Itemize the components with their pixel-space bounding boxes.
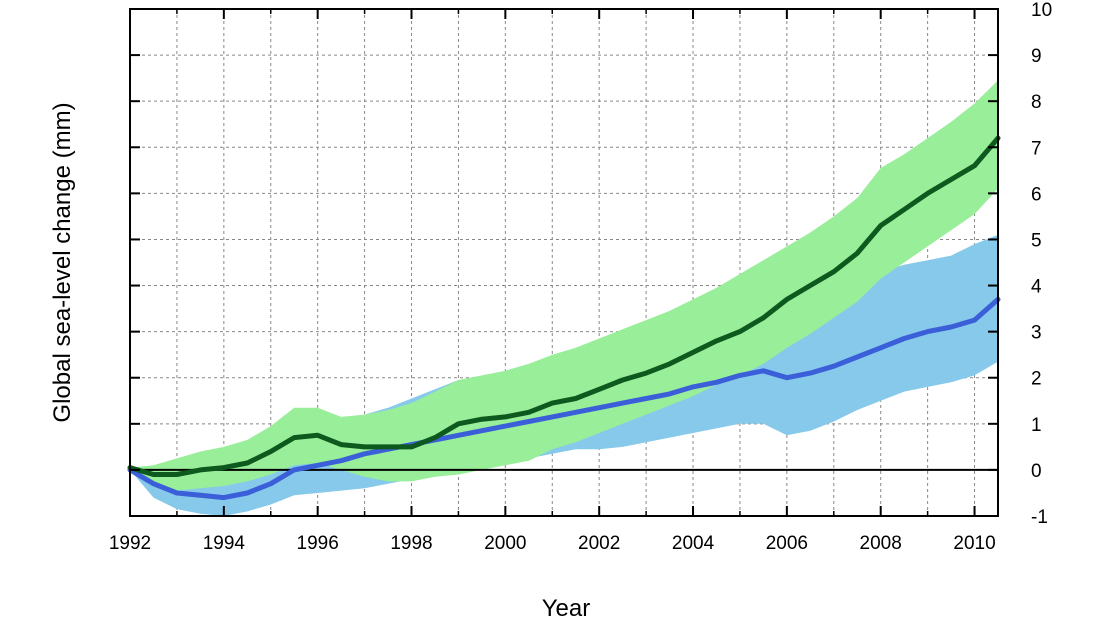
series-lines — [127, 135, 1001, 501]
uncertainty-bands — [130, 80, 998, 517]
uncertainty-band-2 — [130, 80, 998, 491]
axis-ticks — [129, 8, 998, 517]
y-tick-label: 1 — [1031, 415, 1042, 436]
x-tick-label: 2000 — [484, 533, 526, 554]
y-tick-label: 4 — [1031, 277, 1042, 298]
x-tick-label: 2008 — [860, 533, 902, 554]
y-tick-label: 3 — [1031, 323, 1042, 344]
plot-frame — [129, 8, 999, 517]
y-tick-label: 6 — [1031, 184, 1042, 205]
y-tick-labels: -1 0 1 2 3 4 5 6 7 8 9 10 — [1031, 0, 1052, 528]
x-tick-label: 2006 — [766, 533, 808, 554]
y-tick-label: 8 — [1031, 92, 1042, 113]
y-tick-label: 10 — [1031, 0, 1052, 21]
y-tick-label: 0 — [1031, 461, 1042, 482]
y-tick-label: -1 — [1031, 507, 1048, 528]
series-line-2 — [127, 135, 1001, 477]
series-line-1 — [127, 296, 1001, 501]
x-tick-labels: 1992 1994 1996 1998 2000 2002 2004 2006 2008 2010 — [109, 533, 996, 554]
y-tick-label: 9 — [1031, 46, 1042, 67]
x-tick-label: 1996 — [297, 533, 339, 554]
x-tick-label: 2010 — [953, 533, 995, 554]
x-tick-label: 1998 — [390, 533, 432, 554]
x-tick-label: 1992 — [109, 533, 151, 554]
x-tick-label: 2002 — [578, 533, 620, 554]
x-tick-label: 1994 — [203, 533, 246, 554]
x-tick-label: 2004 — [672, 533, 715, 554]
y-tick-label: 5 — [1031, 230, 1042, 251]
y-axis-title: Global sea-level change (mm) — [49, 102, 76, 422]
y-tick-label: 2 — [1031, 369, 1042, 390]
x-axis-title: Year — [542, 595, 591, 621]
y-tick-label: 7 — [1031, 138, 1042, 159]
